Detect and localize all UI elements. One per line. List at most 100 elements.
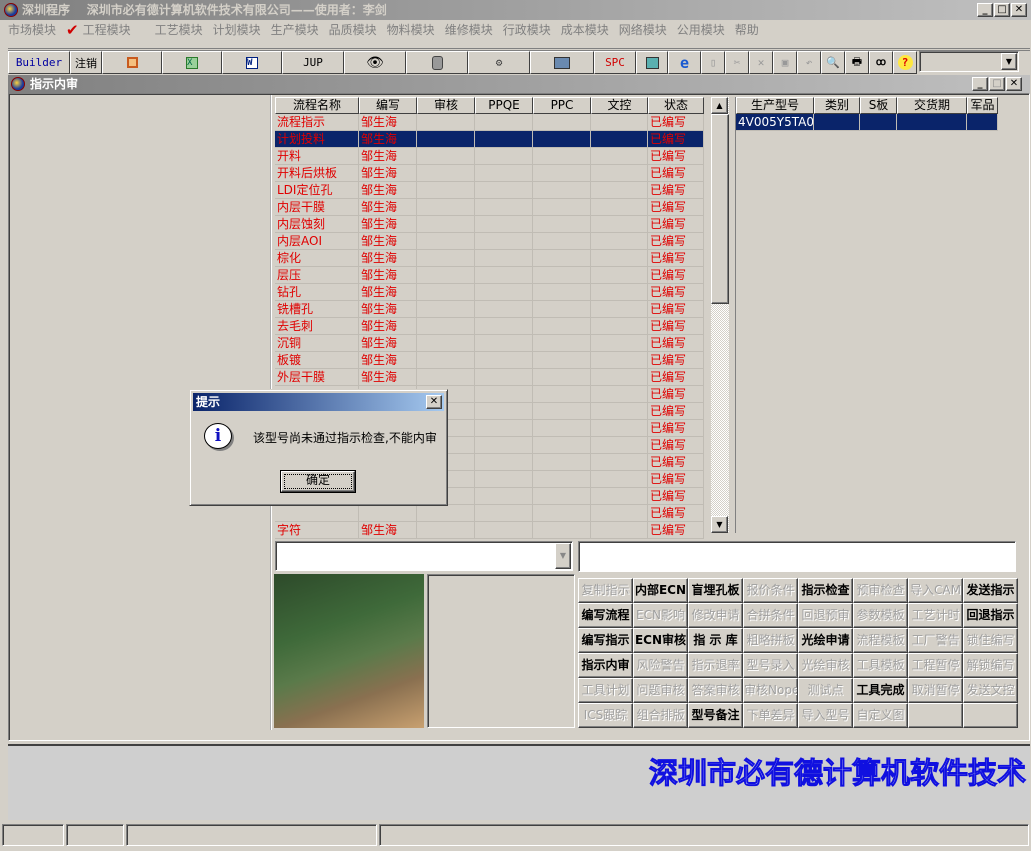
table-row[interactable]: 4V005Y5TA0	[736, 114, 1015, 131]
dialog-close-button[interactable]: ✕	[426, 395, 442, 409]
table-row[interactable]: LDI定位孔 邹生海 已编写	[275, 182, 705, 199]
table-row[interactable]: 去毛刺 邹生海 已编写	[275, 318, 705, 335]
table-row[interactable]: 开料后烘板 邹生海 已编写	[275, 165, 705, 182]
function-button[interactable]: ECN审核	[633, 628, 688, 653]
table-row[interactable]: 计划投料 邹生海 已编写	[275, 131, 705, 148]
table-row[interactable]: 已编写	[275, 505, 705, 522]
column-header[interactable]: 编写	[359, 97, 417, 114]
column-header[interactable]: S板	[860, 97, 897, 114]
new-button[interactable]: ▯	[701, 51, 725, 74]
function-button[interactable]: 指 示 库	[688, 628, 743, 653]
computer-button[interactable]	[530, 51, 594, 74]
menu-item[interactable]: 公用模块	[676, 23, 725, 37]
table-cell: 已编写	[648, 114, 704, 131]
save-button[interactable]: ▣	[773, 51, 797, 74]
function-button[interactable]: 指示内审	[578, 653, 633, 678]
close-button[interactable]: ✕	[1011, 3, 1027, 17]
minimize-button[interactable]: _	[977, 3, 993, 17]
function-button[interactable]: 型号备注	[688, 703, 743, 728]
menu-item[interactable]: 品质模块	[328, 23, 377, 37]
menu-item[interactable]: 工艺模块	[154, 23, 203, 37]
column-header[interactable]: 状态	[648, 97, 704, 114]
database-button[interactable]	[406, 51, 468, 74]
table-row[interactable]: 流程指示 邹生海 已编写	[275, 114, 705, 131]
function-button[interactable]: 编写流程	[578, 603, 633, 628]
powerpoint-button[interactable]	[102, 51, 162, 74]
builder-button[interactable]: Builder	[8, 51, 70, 74]
table-row[interactable]: 字符 邹生海 已编写	[275, 522, 705, 539]
column-header[interactable]: 军品	[967, 97, 998, 114]
maximize-button[interactable]: □	[994, 3, 1010, 17]
jup-button[interactable]: JUP	[282, 51, 344, 74]
menu-item[interactable]: 工程模块	[82, 23, 131, 37]
scroll-down-icon[interactable]: ▼	[711, 516, 728, 533]
menu-item[interactable]: 计划模块	[212, 23, 261, 37]
card-button[interactable]	[636, 51, 668, 74]
menu-item[interactable]: 成本模块	[560, 23, 609, 37]
table-row[interactable]: 钻孔 邹生海 已编写	[275, 284, 705, 301]
help-button[interactable]: ?	[893, 51, 917, 74]
menu-item[interactable]: 维修模块	[444, 23, 493, 37]
menu-item[interactable]: 物料模块	[386, 23, 435, 37]
column-header[interactable]: 生产型号	[736, 97, 814, 114]
child-minimize-button[interactable]: _	[972, 77, 988, 91]
table-cell: 已编写	[648, 505, 704, 522]
dialog-ok-button[interactable]: 确定	[280, 470, 356, 493]
delete-button[interactable]: ✕	[749, 51, 773, 74]
function-button[interactable]: 内部ECN	[633, 578, 688, 603]
note-input[interactable]	[578, 541, 1016, 572]
view-button[interactable]: 👁	[344, 51, 406, 74]
table-row[interactable]: 内层蚀刻 邹生海 已编写	[275, 216, 705, 233]
child-close-button[interactable]: ✕	[1006, 77, 1022, 91]
table-row[interactable]: 开料 邹生海 已编写	[275, 148, 705, 165]
function-button[interactable]: 指示检查	[798, 578, 853, 603]
flow-combo[interactable]: ▼	[275, 541, 573, 571]
chevron-down-icon[interactable]: ▼	[1001, 53, 1017, 70]
function-button[interactable]: 盲埋孔板	[688, 578, 743, 603]
column-header[interactable]: 交货期	[897, 97, 967, 114]
function-button[interactable]: 编写指示	[578, 628, 633, 653]
column-header[interactable]: 审核	[417, 97, 475, 114]
column-header[interactable]: 类别	[814, 97, 860, 114]
find-button[interactable]: ꝏ	[869, 51, 893, 74]
column-header[interactable]: PPQE	[475, 97, 533, 114]
card-icon	[645, 56, 659, 69]
function-button[interactable]: 发送指示	[963, 578, 1018, 603]
undo-button[interactable]: ↶	[797, 51, 821, 74]
spc-button[interactable]: SPC	[594, 51, 636, 74]
table-row[interactable]: 沉铜 邹生海 已编写	[275, 335, 705, 352]
cut-button[interactable]: ✂	[725, 51, 749, 74]
word-button[interactable]: W	[222, 51, 282, 74]
table-row[interactable]: 外层干膜 邹生海 已编写	[275, 369, 705, 386]
logout-button[interactable]: 注销	[70, 51, 102, 74]
preview-button[interactable]: 🔍	[821, 51, 845, 74]
child-maximize-button[interactable]: □	[989, 77, 1005, 91]
column-header[interactable]: 流程名称	[275, 97, 359, 114]
menu-item[interactable]: 网络模块	[618, 23, 667, 37]
table-row[interactable]: 内层AOI 邹生海 已编写	[275, 233, 705, 250]
table-row[interactable]: 棕化 邹生海 已编写	[275, 250, 705, 267]
function-button[interactable]: 光绘申请	[798, 628, 853, 653]
menu-item[interactable]: 帮助	[734, 23, 759, 37]
column-header[interactable]: PPC	[533, 97, 591, 114]
menu-item[interactable]: 行政模块	[502, 23, 551, 37]
internet-button[interactable]: e	[668, 51, 701, 74]
table-row[interactable]: 板镀 邹生海 已编写	[275, 352, 705, 369]
menu-item[interactable]: 生产模块	[270, 23, 319, 37]
excel-button[interactable]: X	[162, 51, 222, 74]
function-button[interactable]: 回退指示	[963, 603, 1018, 628]
table-row[interactable]: 铣槽孔 邹生海 已编写	[275, 301, 705, 318]
toolbar-combo[interactable]: ▼	[919, 51, 1019, 72]
print-button[interactable]: 🖶	[845, 51, 869, 74]
table-row[interactable]: 内层干膜 邹生海 已编写	[275, 199, 705, 216]
network-button[interactable]: ⚙	[468, 51, 530, 74]
column-header[interactable]: 文控	[591, 97, 648, 114]
function-button[interactable]: 工具完成	[853, 678, 908, 703]
scroll-thumb[interactable]	[711, 114, 729, 304]
chevron-down-icon[interactable]: ▼	[555, 543, 571, 569]
menu-item[interactable]: 市场模块	[8, 23, 57, 37]
flow-table-scrollbar[interactable]: ▲ ▼	[711, 97, 729, 533]
scroll-up-icon[interactable]: ▲	[711, 97, 728, 114]
table-row[interactable]: 层压 邹生海 已编写	[275, 267, 705, 284]
table-cell: 已编写	[648, 216, 704, 233]
